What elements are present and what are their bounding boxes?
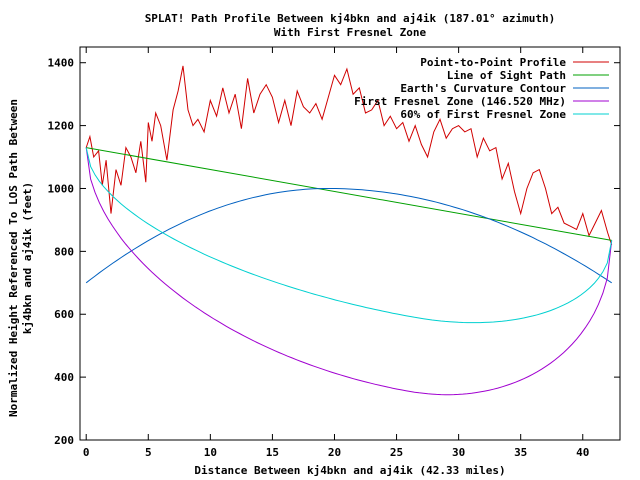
x-tick-label: 10 xyxy=(204,446,217,459)
series-line-1 xyxy=(86,147,612,241)
y-tick-label: 1000 xyxy=(48,182,75,195)
x-tick-label: 15 xyxy=(266,446,279,459)
y-tick-label: 600 xyxy=(54,308,74,321)
series-layer xyxy=(85,65,613,396)
legend-label: Point-to-Point Profile xyxy=(420,56,566,69)
x-tick-label: 25 xyxy=(390,446,403,459)
x-tick-label: 5 xyxy=(145,446,152,459)
x-tick-label: 40 xyxy=(576,446,589,459)
x-tick-label: 0 xyxy=(83,446,90,459)
x-tick-label: 20 xyxy=(328,446,341,459)
legend-label: First Fresnel Zone (146.520 MHz) xyxy=(354,95,566,108)
y-axis-label-line1: Normalized Height Referenced To LOS Path… xyxy=(7,99,20,417)
x-axis-label: Distance Between kj4bkn and aj4ik (42.33… xyxy=(194,464,505,477)
chart-title: SPLAT! Path Profile Between kj4bkn and a… xyxy=(145,12,556,25)
axis-ticks: 0 5 10 15 20 25 30 35 40 200 400 600 800 1000 1200 1400 xyxy=(48,47,620,459)
legend-label: Line of Sight Path xyxy=(447,69,566,82)
y-tick-label: 800 xyxy=(54,245,74,258)
y-axis-label-line2: kj4bkn and aj4ik (feet) xyxy=(21,182,34,334)
series-line-4 xyxy=(85,147,613,324)
series-line-2 xyxy=(85,188,612,284)
x-tick-label: 35 xyxy=(514,446,527,459)
y-tick-label: 200 xyxy=(54,434,74,447)
y-tick-label: 400 xyxy=(54,371,74,384)
plot-frame xyxy=(79,46,621,441)
series-line-0 xyxy=(85,65,613,246)
y-tick-label: 1200 xyxy=(48,120,75,133)
x-tick-label: 30 xyxy=(452,446,465,459)
chart-subtitle: With First Fresnel Zone xyxy=(274,26,427,39)
legend-label: Earth's Curvature Contour xyxy=(400,82,566,95)
legend-label: 60% of First Fresnel Zone xyxy=(400,108,566,121)
series-line-3 xyxy=(85,147,613,396)
y-tick-label: 1400 xyxy=(48,57,75,70)
